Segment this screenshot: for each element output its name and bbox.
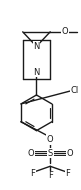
Text: O: O xyxy=(66,149,73,158)
Text: F: F xyxy=(66,169,70,178)
Text: N: N xyxy=(33,68,40,77)
Text: F: F xyxy=(30,169,35,178)
Text: F: F xyxy=(48,172,53,180)
Text: S: S xyxy=(48,149,53,158)
Text: N: N xyxy=(33,42,40,51)
Text: O: O xyxy=(61,27,68,36)
Text: Cl: Cl xyxy=(70,86,79,95)
Text: O: O xyxy=(47,135,54,144)
Text: O: O xyxy=(27,149,34,158)
